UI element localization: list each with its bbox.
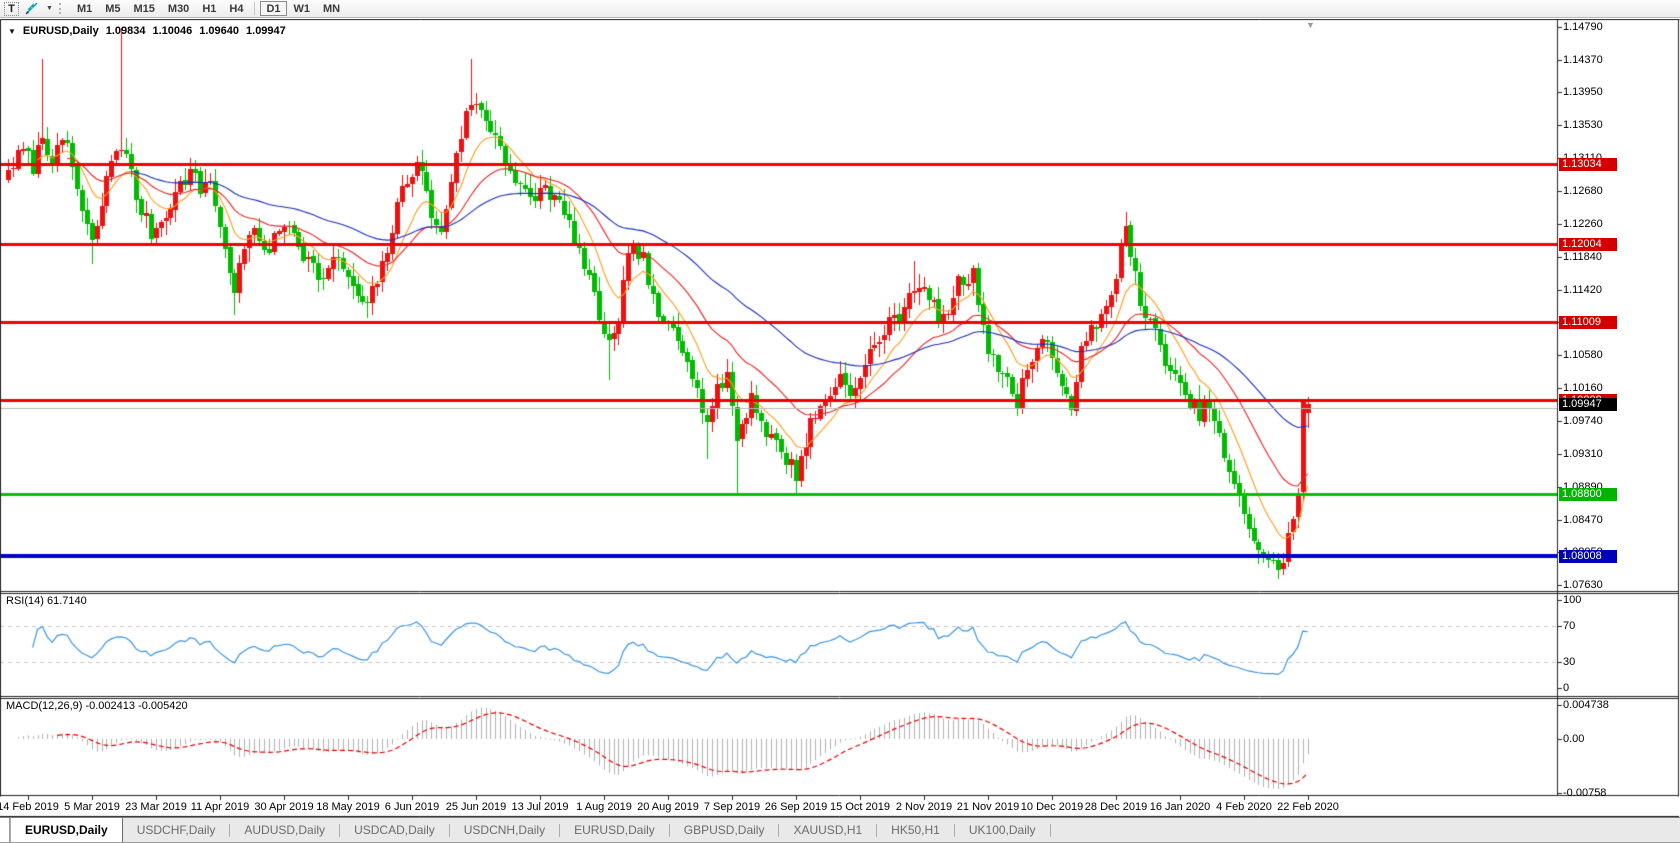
tab-separator — [229, 823, 231, 837]
price-tick-label: 1.09740 — [1563, 415, 1603, 427]
price-chart-canvas[interactable] — [0, 19, 1680, 817]
timeframe-button-h1[interactable]: H1 — [202, 2, 217, 15]
price-tick-label: 1.08470 — [1563, 514, 1603, 526]
date-tick-label: 5 Mar 2019 — [64, 801, 120, 813]
ohlc-open: 1.09834 — [105, 25, 146, 37]
date-tick-label: 2 Nov 2019 — [895, 801, 953, 813]
price-line-chip: 1.11009 — [1559, 316, 1617, 329]
rsi-indicator-label: RSI(14) 61.7140 — [6, 595, 87, 607]
tab-separator — [778, 823, 780, 837]
tab-item-usdcad-daily[interactable]: USDCAD,Daily — [354, 823, 435, 837]
ohlc-low: 1.09640 — [199, 25, 240, 37]
cursor-mode-icon[interactable] — [21, 2, 42, 16]
tab-item-usdchf-daily[interactable]: USDCHF,Daily — [136, 823, 216, 837]
ohlc-high: 1.10046 — [152, 25, 193, 37]
rsi-tick-label: 0 — [1563, 682, 1570, 694]
main-toolbar: T ▼ M1 M5 M15 M30 H1 H4 D1 W1 MN — [0, 0, 1680, 18]
price-line-chip: 1.12004 — [1559, 238, 1617, 251]
rsi-tick-label: 30 — [1563, 656, 1576, 668]
price-tick-label: 1.11420 — [1563, 284, 1602, 296]
date-tick-label: 11 Apr 2019 — [190, 801, 250, 813]
date-tick-label: 30 Apr 2019 — [254, 801, 314, 813]
dropdown-caret-icon[interactable]: ▼ — [46, 4, 53, 12]
macd-indicator-label: MACD(12,26,9) -0.002413 -0.005420 — [6, 700, 188, 712]
date-tick-label: 25 Jun 2019 — [445, 801, 507, 813]
tab-item-eurusd-daily[interactable]: EURUSD,Daily — [574, 823, 655, 837]
price-tick-label: 1.07630 — [1563, 579, 1603, 591]
timeframe-button-m30[interactable]: M30 — [167, 2, 190, 15]
timeframe-button-mn[interactable]: MN — [323, 2, 341, 15]
price-line-chip: 1.08800 — [1559, 488, 1617, 501]
tab-separator — [448, 823, 450, 837]
date-tick-label: 18 May 2019 — [316, 801, 380, 813]
price-line-chip: 1.13034 — [1559, 158, 1617, 171]
date-tick-label: 22 Feb 2020 — [1277, 801, 1339, 813]
chart-shift-icon[interactable]: ▼ — [1306, 20, 1315, 30]
collapse-triangle-icon[interactable]: ▼ — [8, 26, 16, 36]
price-tick-label: 1.14790 — [1563, 21, 1603, 33]
price-tick-label: 1.12260 — [1563, 218, 1603, 230]
timeframe-button-m1[interactable]: M1 — [76, 2, 93, 15]
timeframe-button-group: M1 M5 M15 M30 H1 H4 D1 W1 MN — [71, 1, 346, 16]
price-tick-label: 1.10160 — [1563, 382, 1603, 394]
date-tick-label: 21 Nov 2019 — [956, 801, 1020, 813]
timeframe-button-w1[interactable]: W1 — [293, 2, 311, 15]
tab-separator — [339, 823, 341, 837]
tab-separator — [1049, 823, 1051, 837]
date-tick-label: 7 Sep 2019 — [703, 801, 761, 813]
chart-symbol-period: EURUSD,Daily — [22, 25, 99, 37]
rsi-tick-label: 70 — [1563, 620, 1576, 632]
tab-item-audusd-daily[interactable]: AUDUSD,Daily — [244, 823, 326, 837]
date-tick-label: 6 Jun 2019 — [384, 801, 440, 813]
date-tick-label: 1 Aug 2019 — [576, 801, 632, 813]
date-tick-label: 26 Sep 2019 — [764, 801, 828, 813]
tab-separator — [559, 823, 561, 837]
tab-separator — [668, 823, 670, 837]
tab-separator — [953, 823, 955, 837]
tab-item-uk100-daily[interactable]: UK100,Daily — [968, 823, 1036, 837]
timeframe-button-m15[interactable]: M15 — [133, 2, 155, 15]
date-tick-label: 13 Jul 2019 — [511, 801, 569, 813]
ohlc-close: 1.09947 — [246, 25, 286, 37]
price-tick-label: 1.13950 — [1563, 86, 1603, 98]
timeframe-button-h4[interactable]: H4 — [229, 2, 244, 15]
chart-window: ▼ EURUSD,Daily 1.09834 1.10046 1.09640 1… — [0, 19, 1680, 817]
toolbar-separator — [254, 2, 256, 15]
price-tick-label: 1.14370 — [1563, 54, 1603, 66]
text-tool-button[interactable]: T — [4, 1, 19, 16]
macd-tick-label: 0.004738 — [1563, 699, 1609, 711]
date-tick-label: 16 Jan 2020 — [1149, 801, 1211, 813]
price-tick-label: 1.13530 — [1563, 119, 1603, 131]
tab-strip-edge — [0, 818, 10, 842]
rsi-tick-label: 100 — [1563, 594, 1582, 606]
current-price-chip: 1.09947 — [1559, 398, 1617, 411]
tab-separator — [876, 823, 878, 837]
chart-tab-bar: EURUSD,Daily USDCHF,Daily AUDUSD,Daily USDC… — [0, 817, 1680, 843]
tab-item-hk50-h1[interactable]: HK50,H1 — [891, 823, 940, 837]
timeframe-button-d1[interactable]: D1 — [260, 1, 287, 16]
price-tick-label: 1.09310 — [1563, 448, 1603, 460]
date-tick-label: 28 Dec 2019 — [1084, 801, 1148, 813]
macd-tick-label: 0.00 — [1563, 733, 1585, 745]
date-tick-label: 20 Aug 2019 — [637, 801, 699, 813]
price-tick-label: 1.11840 — [1563, 251, 1602, 263]
price-line-chip: 1.08008 — [1559, 550, 1617, 563]
toolbar-grip[interactable] — [58, 3, 65, 14]
price-tick-label: 1.12680 — [1563, 185, 1603, 197]
date-tick-label: 10 Dec 2019 — [1020, 801, 1084, 813]
tab-item-usdcnh-daily[interactable]: USDCNH,Daily — [463, 823, 546, 837]
date-tick-label: 15 Oct 2019 — [830, 801, 890, 813]
tab-item-gbpusd-daily[interactable]: GBPUSD,Daily — [683, 823, 765, 837]
tab-item-eurusd-daily[interactable]: EURUSD,Daily — [10, 818, 123, 842]
timeframe-button-m5[interactable]: M5 — [105, 2, 121, 15]
date-tick-label: 14 Feb 2019 — [0, 801, 59, 813]
date-tick-label: 4 Feb 2020 — [1216, 801, 1272, 813]
date-tick-label: 23 Mar 2019 — [125, 801, 187, 813]
chart-title: ▼ EURUSD,Daily 1.09834 1.10046 1.09640 1… — [8, 25, 286, 37]
price-tick-label: 1.10580 — [1563, 349, 1603, 361]
macd-tick-label: -0.00758 — [1563, 787, 1607, 799]
tab-item-xauusd-h1[interactable]: XAUUSD,H1 — [793, 823, 863, 837]
